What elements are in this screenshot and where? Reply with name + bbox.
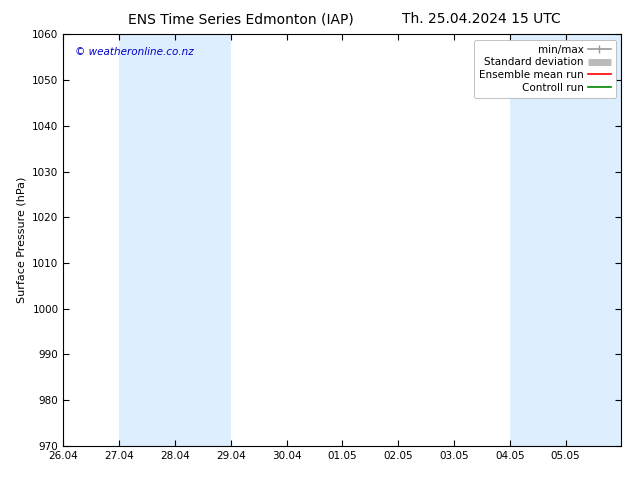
Legend: min/max, Standard deviation, Ensemble mean run, Controll run: min/max, Standard deviation, Ensemble me… bbox=[474, 40, 616, 98]
Text: © weatheronline.co.nz: © weatheronline.co.nz bbox=[75, 47, 193, 57]
Text: Th. 25.04.2024 15 UTC: Th. 25.04.2024 15 UTC bbox=[403, 12, 561, 26]
Bar bbox=[119, 34, 231, 446]
Y-axis label: Surface Pressure (hPa): Surface Pressure (hPa) bbox=[16, 177, 27, 303]
Bar bbox=[510, 34, 621, 446]
Text: ENS Time Series Edmonton (IAP): ENS Time Series Edmonton (IAP) bbox=[128, 12, 354, 26]
